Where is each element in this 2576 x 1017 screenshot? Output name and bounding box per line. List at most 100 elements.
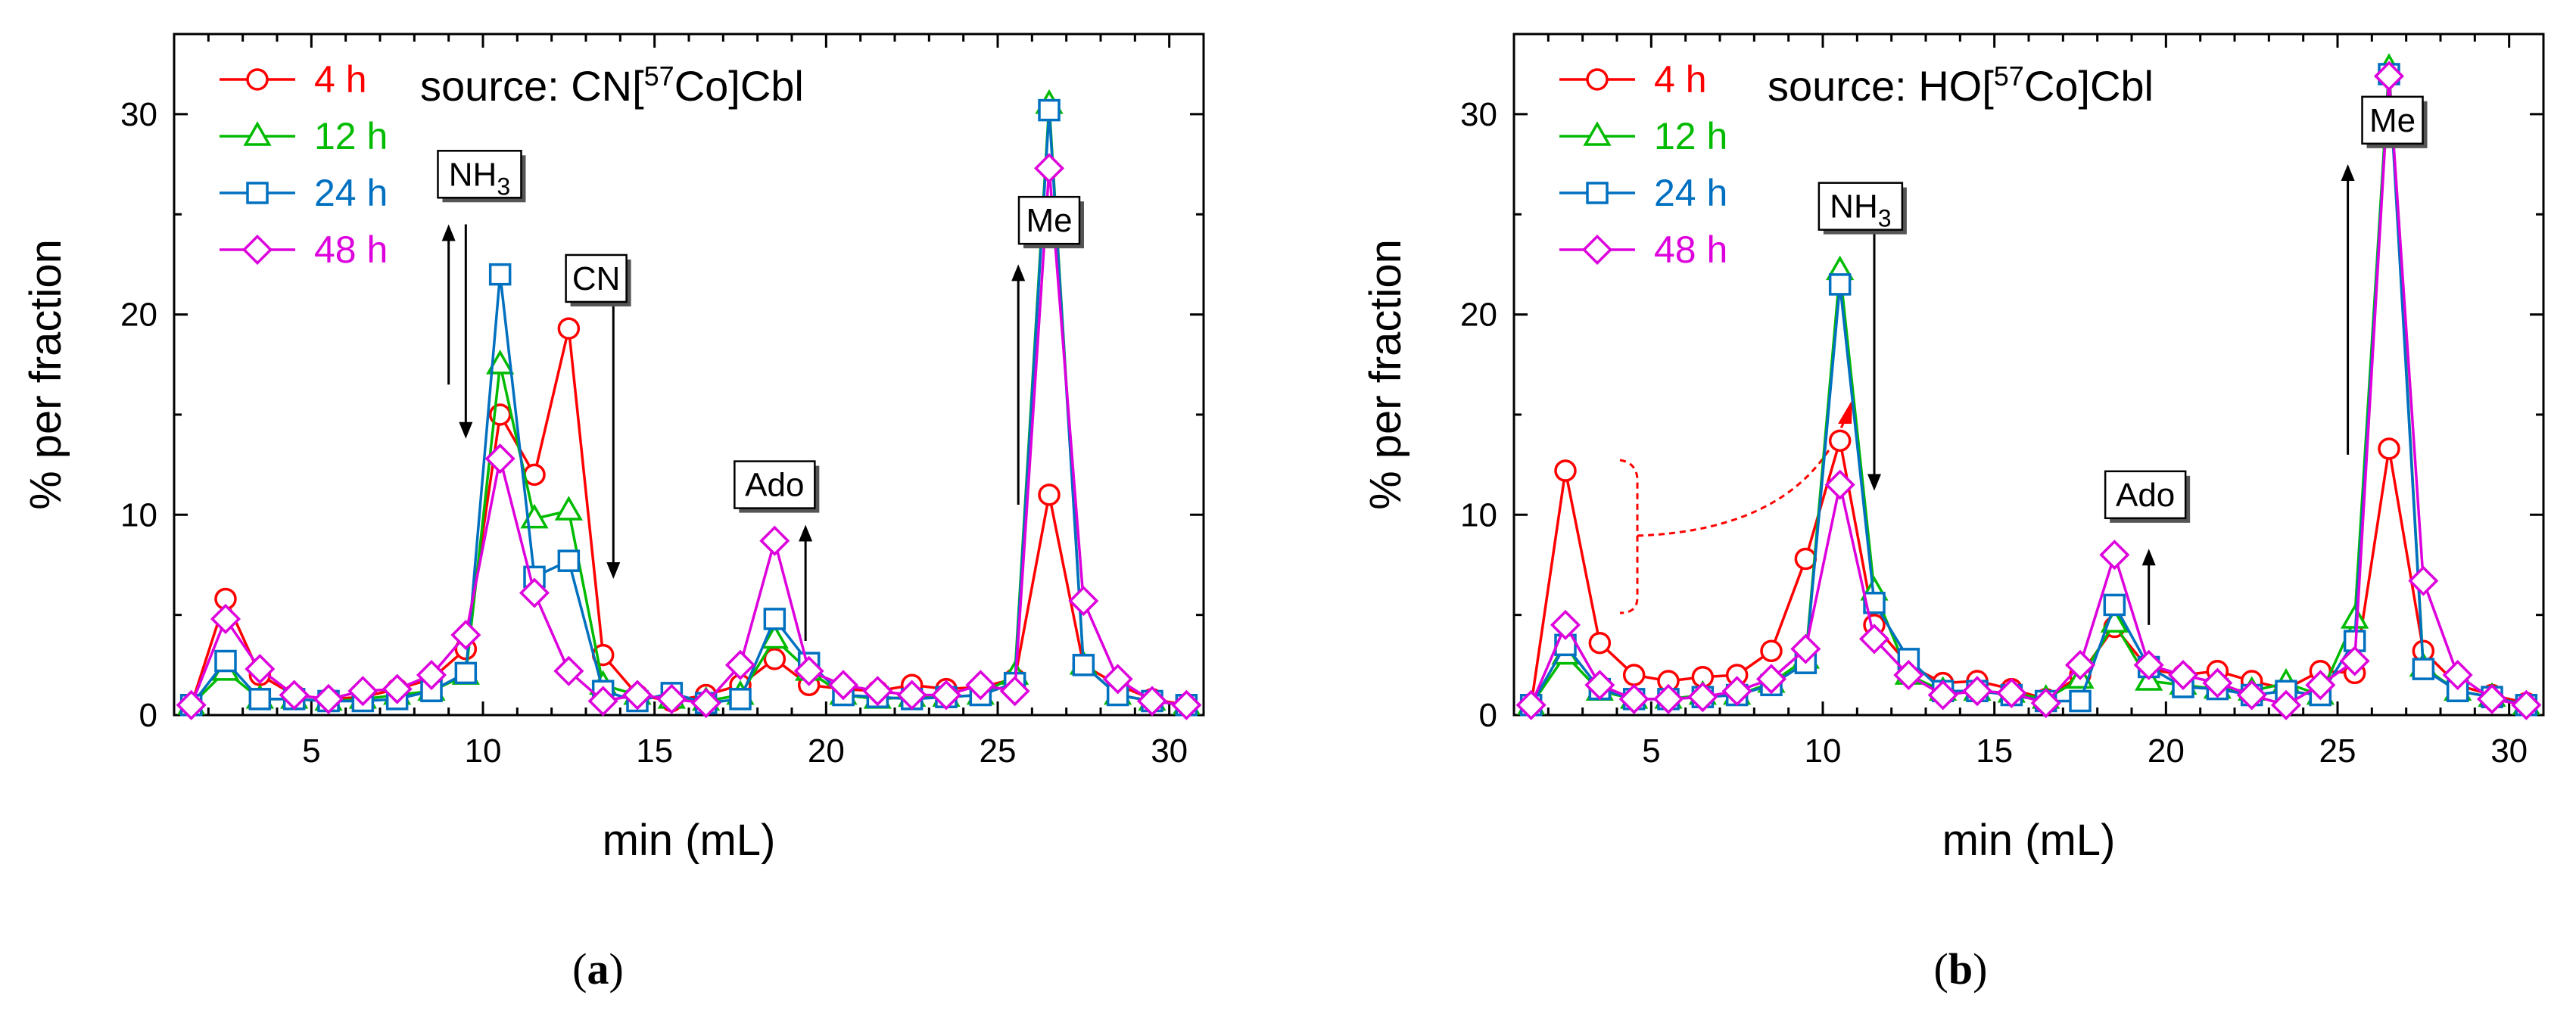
data-point: [1588, 631, 1612, 655]
data-point: [553, 655, 584, 686]
annotation-text: NH3: [1830, 188, 1891, 232]
arrow: [1011, 264, 1026, 505]
source-label: source: HO[57Co]Cbl: [1768, 61, 2154, 110]
data-point: [2339, 645, 2370, 676]
x-tick-label: 30: [2490, 732, 2528, 770]
data-point: [2412, 658, 2435, 680]
legend-item-24h: 24 h: [220, 172, 388, 214]
chart-panel-a: 5 10 15 20 25 30 0 10 20 30 min (mL) % per fracti…: [21, 33, 1205, 994]
data-point: [523, 463, 546, 487]
x-tick-label: 25: [980, 732, 1017, 770]
data-point: [248, 688, 272, 711]
series-line: [190, 327, 1187, 707]
data-point: [2202, 667, 2233, 698]
data-point: [2408, 565, 2439, 596]
data-point: [279, 680, 310, 711]
annotation-ado: Ado: [734, 460, 820, 513]
panel-label-b: (b): [1934, 944, 1988, 994]
legend-item-24h: 24 h: [1559, 172, 1727, 214]
legend-marker: [241, 234, 273, 266]
legend-marker: [1581, 234, 1613, 266]
legend-marker: [243, 121, 272, 146]
axis-ticks: [1512, 34, 2545, 717]
dashed-curve-arrow: [1637, 417, 1847, 537]
data-point: [313, 683, 344, 714]
annotation-me: Me: [1017, 195, 1084, 249]
data-point: [382, 673, 413, 704]
legend-label: 4 h: [314, 58, 367, 101]
data-point: [1038, 484, 1061, 506]
data-point: [1068, 586, 1099, 617]
data-point: [210, 603, 241, 634]
data-point: [557, 317, 581, 340]
data-point: [454, 661, 478, 685]
data-point: [1687, 682, 1718, 713]
legend-marker: [1586, 182, 1609, 204]
annotation-cn: CN: [565, 253, 631, 306]
data-point: [896, 680, 927, 711]
arrow-head: [799, 524, 813, 542]
x-tick-label: 10: [465, 732, 502, 770]
data-point: [759, 525, 790, 556]
legend-label: 24 h: [314, 172, 388, 214]
source-suffix: Co]Cbl: [2024, 62, 2154, 110]
data-point: [2069, 689, 2092, 713]
data-point: [1790, 633, 1821, 664]
data-point: [554, 496, 583, 521]
series-line: [1529, 439, 2527, 706]
data-point: [1794, 547, 1818, 571]
data-point: [2373, 61, 2405, 92]
data-point: [763, 608, 787, 630]
source-prefix: source: HO[: [1768, 62, 1994, 110]
data-point: [999, 676, 1030, 707]
data-point: [1893, 660, 1924, 691]
panel-label-letter: a: [587, 944, 609, 994]
data-point: [2167, 660, 2199, 691]
annotation-ado: Ado: [2104, 470, 2191, 523]
data-point: [763, 648, 787, 670]
annotation-nh3: NH3: [437, 150, 526, 203]
arrow-head: [459, 421, 473, 439]
source-isotope: 57: [1994, 61, 2024, 92]
data-point: [420, 680, 443, 702]
x-tick-label: 20: [808, 732, 845, 770]
y-tick-label: 10: [120, 496, 157, 533]
x-tick-label: 15: [1976, 732, 2013, 770]
data-point: [2305, 670, 2336, 701]
source-prefix: source: CN[: [420, 62, 644, 110]
data-point: [1755, 664, 1787, 695]
legend-item-4h: 4 h: [1559, 58, 1707, 101]
annotation-box: [437, 150, 522, 199]
data-point: [1550, 609, 1581, 640]
y-tick-label: 20: [120, 297, 157, 334]
series-line: [1530, 67, 2527, 707]
data-point: [862, 676, 893, 707]
series-4h: [179, 317, 1198, 717]
panel-label-letter: b: [1948, 944, 1973, 994]
data-point: [486, 349, 515, 375]
data-point: [1622, 664, 1646, 686]
data-point: [2236, 680, 2267, 711]
data-point: [488, 263, 512, 286]
data-point: [827, 670, 859, 701]
legend-marker: [1583, 121, 1612, 146]
series-layer: [176, 89, 1202, 720]
tick-labels: 5 10 15 20 25 30 0 10 20 30: [120, 96, 1188, 770]
data-point: [416, 660, 447, 691]
series-line: [1530, 73, 2527, 707]
series-48h: [176, 153, 1202, 720]
data-point: [1721, 676, 1752, 707]
legend-label: 24 h: [1654, 172, 1727, 214]
legend: 4 h 12 h 24 h 48 h: [220, 58, 388, 271]
annotation-me: Me: [2361, 95, 2428, 148]
legend-label: 12 h: [314, 115, 388, 157]
x-tick-label: 5: [302, 732, 320, 770]
data-point: [519, 577, 550, 608]
data-point: [1824, 469, 1855, 500]
data-point: [1038, 98, 1061, 122]
legend-item-12h: 12 h: [220, 115, 388, 157]
x-tick-label: 15: [636, 732, 673, 770]
data-point: [2030, 688, 2061, 719]
y-axis-title: % per fraction: [1361, 239, 1410, 510]
